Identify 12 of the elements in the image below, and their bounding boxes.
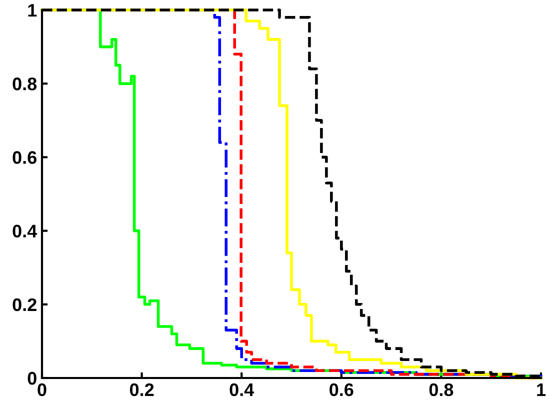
y-tick-label: 1 xyxy=(28,4,37,17)
x-tick-label: 0.8 xyxy=(429,383,454,396)
y-tick-label: 0.4 xyxy=(12,224,38,238)
y-tick-label: 0.2 xyxy=(12,298,36,312)
x-tick-label: 0.4 xyxy=(230,383,254,396)
x-tick-label: 0.6 xyxy=(330,383,354,396)
x-tick-label: 1 xyxy=(537,384,546,396)
x-tick-label: 0.2 xyxy=(130,383,154,396)
y-tick-label: 0 xyxy=(28,372,36,385)
y-tick-label: 0.8 xyxy=(12,78,37,90)
x-tick-label: 0 xyxy=(38,383,46,396)
y-tick-label: 0.6 xyxy=(12,151,36,164)
